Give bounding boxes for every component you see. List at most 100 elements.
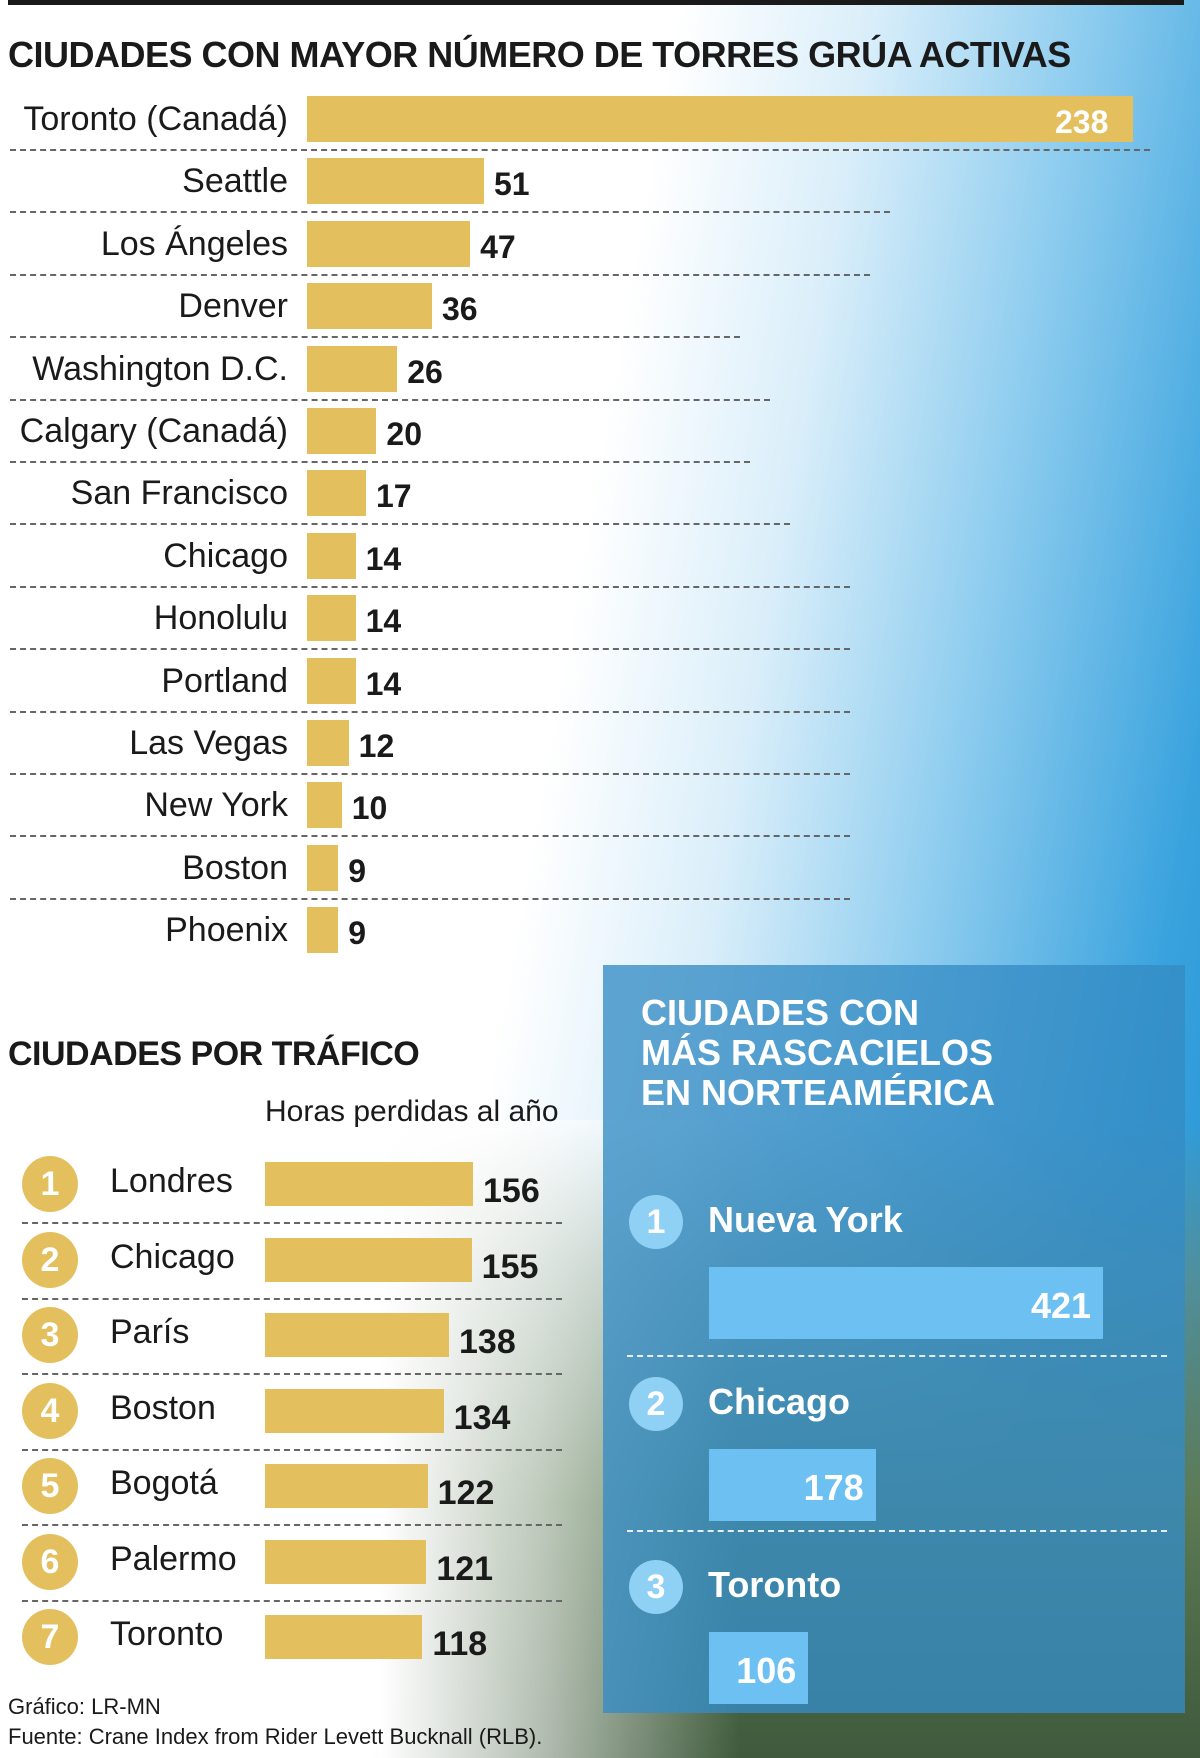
skyscraper-bar-label: Chicago [708, 1381, 851, 1422]
crane-bar-label: Portland [161, 661, 288, 700]
crane-bar-value: 238 [1055, 104, 1109, 140]
crane-bar-value: 17 [376, 478, 412, 515]
crane-bar-row: Boston 9 [0, 837, 1200, 900]
crane-bar [307, 345, 398, 392]
traffic-bar [265, 1615, 423, 1659]
traffic-row-divider [22, 1222, 562, 1224]
crane-bar [307, 96, 1133, 142]
traffic-bar-row: 5 Bogotá 122 [0, 1452, 580, 1527]
traffic-rank-badge: 3 [22, 1307, 78, 1363]
crane-bar-value: 14 [365, 665, 402, 702]
crane-bar [307, 720, 349, 766]
traffic-bar [265, 1313, 449, 1357]
skyscraper-chart-title: CIUDADES CON MÁS RASCACIELOS EN NORTEAMÉ… [641, 992, 996, 1113]
crane-bar [307, 158, 484, 205]
traffic-bar-row: 7 Toronto 118 [0, 1603, 580, 1678]
crane-bar-value: 14 [365, 540, 402, 577]
skyscraper-bar-value: 421 [1031, 1285, 1092, 1326]
skyscraper-bar [709, 1632, 809, 1704]
traffic-bar-value: 121 [436, 1549, 494, 1588]
crane-bar-value: 9 [348, 852, 367, 889]
traffic-bar-row: 1 Londres 156 [0, 1150, 580, 1225]
skyscraper-row-divider [627, 1355, 1167, 1357]
crane-bar-row: Los Ángeles 47 [0, 213, 1200, 276]
traffic-bar-value: 138 [459, 1323, 516, 1361]
traffic-bar-label: Boston [110, 1388, 216, 1427]
crane-bar-label: Seattle [182, 162, 288, 201]
crane-bar-value: 20 [386, 416, 422, 452]
traffic-bar-value: 118 [432, 1625, 488, 1663]
traffic-bar [265, 1162, 473, 1206]
crane-bar-row: Denver 36 [0, 275, 1200, 339]
traffic-row-divider [22, 1599, 562, 1602]
crane-bar-row: New York 10 [0, 774, 1200, 838]
traffic-row-divider [22, 1373, 562, 1375]
crane-bar-value: 36 [441, 291, 478, 328]
traffic-chart-subtitle: Horas perdidas al año [265, 1095, 559, 1128]
crane-row-divider [10, 897, 850, 900]
crane-bar-row: Chicago 14 [0, 525, 1200, 588]
skyscraper-bar-label: Nueva York [708, 1199, 903, 1240]
crane-row-divider [10, 710, 850, 713]
crane-row-divider [10, 648, 850, 651]
skyscraper-bar [709, 1449, 876, 1521]
crane-bar [307, 408, 377, 454]
skyscraper-bar-label: Toronto [708, 1564, 842, 1605]
crane-bar-row: Las Vegas 12 [0, 712, 1200, 775]
crane-bar-row: Honolulu 14 [0, 587, 1200, 651]
skyscraper-row-divider [627, 1530, 1167, 1532]
crane-row-divider [10, 523, 790, 526]
crane-bar-value: 14 [365, 603, 402, 640]
traffic-bar-label: Bogotá [110, 1464, 218, 1502]
traffic-bar [265, 1539, 427, 1584]
traffic-rank-badge: 6 [22, 1533, 78, 1590]
traffic-bar-value: 134 [453, 1398, 511, 1437]
top-rule [8, 0, 1184, 5]
skyscraper-rank-badge: 3 [629, 1560, 683, 1614]
crane-bar-label: Calgary (Canadá) [19, 412, 288, 450]
crane-chart-title: CIUDADES CON MAYOR NÚMERO DE TORRES GRÚA… [8, 34, 1071, 75]
credit-source: Fuente: Crane Index from Rider Levett Bu… [8, 1724, 543, 1749]
traffic-chart-title: CIUDADES POR TRÁFICO [8, 1035, 420, 1073]
traffic-bar-label: París [110, 1313, 190, 1351]
traffic-rank-badge: 4 [22, 1382, 78, 1439]
crane-bar-row: Toronto (Canadá) 238 [0, 88, 1200, 151]
traffic-rank-badge: 5 [22, 1458, 78, 1514]
crane-bar-label: Boston [182, 848, 288, 887]
crane-bar [307, 532, 356, 579]
crane-bar-label: Toronto (Canadá) [23, 100, 288, 138]
crane-bar [307, 844, 339, 891]
crane-bar [307, 782, 342, 829]
crane-bar [307, 283, 432, 330]
traffic-bar-row: 4 Boston 134 [0, 1377, 580, 1452]
crane-row-divider [10, 398, 770, 401]
crane-row-divider [10, 835, 850, 838]
traffic-bar-label: Toronto [110, 1615, 224, 1653]
crane-bar-label: Chicago [163, 536, 288, 575]
crane-row-divider [10, 585, 850, 588]
traffic-bar-label: Chicago [110, 1237, 235, 1276]
crane-row-divider [10, 461, 750, 463]
traffic-bar-row: 2 Chicago 155 [0, 1226, 580, 1301]
traffic-bar [265, 1237, 472, 1282]
traffic-rank-badge: 7 [22, 1609, 78, 1665]
traffic-bar-row: 3 París 138 [0, 1301, 580, 1376]
crane-bar-row: San Francisco 17 [0, 462, 1200, 526]
crane-row-divider [10, 211, 890, 214]
traffic-bar [265, 1464, 428, 1508]
crane-bar [307, 657, 356, 704]
crane-bar-value: 26 [407, 353, 443, 390]
crane-bar-label: Phoenix [165, 911, 288, 950]
traffic-rank-badge: 2 [22, 1231, 78, 1288]
traffic-row-divider [22, 1297, 562, 1300]
crane-bar-value: 9 [348, 915, 367, 952]
skyscraper-bar [709, 1267, 1103, 1339]
traffic-bar-value: 122 [437, 1474, 495, 1512]
crane-bar-row: Calgary (Canadá) 20 [0, 400, 1200, 463]
credit-graphic: Gráfico: LR-MN [8, 1694, 161, 1719]
crane-bar-label: Los Ángeles [100, 224, 288, 263]
crane-bar-value: 12 [358, 728, 395, 764]
skyscraper-panel: CIUDADES CON MÁS RASCACIELOS EN NORTEAMÉ… [603, 965, 1185, 1713]
traffic-row-divider [22, 1448, 562, 1451]
crane-bar [307, 595, 356, 642]
